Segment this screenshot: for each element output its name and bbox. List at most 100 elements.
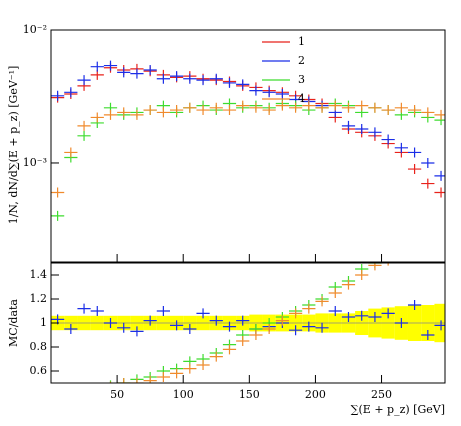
data-point (222, 105, 237, 116)
data-point (302, 303, 316, 314)
top-frame (50, 29, 446, 263)
data-point (434, 198, 447, 208)
data-point (90, 112, 104, 123)
data-point (407, 164, 422, 175)
data-point (77, 303, 91, 314)
data-point (169, 71, 184, 82)
data-point (51, 210, 65, 221)
data-point (395, 246, 408, 256)
y-tick-label: 10⁻³ (23, 156, 47, 169)
data-point (434, 320, 445, 331)
x-tick-label: 200 (305, 388, 326, 401)
data-point (143, 65, 157, 76)
data-point (183, 102, 197, 113)
data-point (341, 279, 356, 290)
data-point (209, 351, 223, 362)
data-point (222, 344, 237, 355)
data-point (302, 321, 316, 332)
data-point (130, 68, 144, 79)
data-point (434, 187, 445, 198)
data-point (262, 105, 276, 116)
data-point (64, 390, 77, 400)
data-point (328, 288, 342, 298)
data-point (394, 318, 408, 328)
data-point (222, 77, 237, 88)
y-tick-label: 0.8 (30, 340, 48, 353)
data-point (64, 396, 77, 406)
data-point (341, 312, 356, 322)
data-point (222, 321, 237, 332)
data-point (77, 130, 91, 141)
data-point (368, 127, 382, 138)
data-point (381, 134, 395, 145)
data-point (64, 324, 78, 334)
data-point (91, 388, 104, 398)
data-point (315, 102, 329, 113)
y-label: 1/N, dN/d∑(E + p_z) [GeV⁻¹] (7, 66, 20, 225)
data-point (328, 100, 342, 111)
data-point (262, 324, 276, 334)
data-point (275, 89, 289, 100)
data-point (315, 322, 329, 333)
data-point (51, 90, 65, 101)
data-point (262, 87, 276, 98)
data-point (143, 375, 157, 383)
data-point (156, 372, 170, 382)
data-point (421, 222, 434, 232)
data-point (407, 147, 422, 158)
y-label: MC/data (7, 299, 20, 347)
data-point (169, 368, 184, 379)
data-point (355, 100, 369, 111)
data-point (302, 100, 316, 111)
data-point (209, 102, 223, 113)
data-point (408, 222, 421, 232)
data-point (90, 306, 104, 316)
x-label: ∑(E + p_z) [GeV] (351, 403, 445, 416)
y-tick-label: 1 (40, 316, 47, 329)
data-point (96, 382, 98, 383)
data-point (183, 324, 197, 334)
data-point (288, 102, 303, 113)
data-point (64, 147, 78, 158)
data-point (407, 105, 422, 116)
data-point (236, 315, 250, 326)
data-point (355, 310, 369, 321)
data-point (169, 320, 184, 331)
data-point (169, 105, 184, 116)
x-tick-label: 150 (239, 388, 260, 401)
data-point (77, 120, 91, 131)
data-point (143, 105, 157, 116)
data-point (196, 308, 210, 319)
legend-label: 1 (298, 35, 305, 48)
data-point (51, 396, 64, 406)
data-point (51, 187, 65, 198)
data-point (434, 210, 447, 220)
y-tick-label: 0.6 (30, 364, 48, 377)
data-point (117, 378, 131, 383)
legend-label: 3 (298, 73, 305, 86)
data-point (275, 315, 289, 326)
data-point (196, 75, 210, 86)
data-point (77, 75, 91, 86)
data-point (408, 234, 421, 244)
data-point (103, 318, 118, 328)
data-point (434, 109, 445, 120)
data-point (421, 178, 435, 189)
data-point (117, 67, 131, 78)
data-point (434, 170, 445, 181)
data-point (236, 100, 250, 111)
data-point (395, 234, 408, 244)
data-point (315, 296, 329, 307)
data-point (143, 315, 157, 326)
data-point (156, 73, 170, 84)
data-point (288, 325, 303, 336)
data-point (407, 300, 422, 310)
x-tick-label: 50 (110, 388, 124, 401)
data-point (341, 120, 356, 131)
data-point (355, 124, 369, 135)
data-point (288, 308, 303, 319)
legend-label: 2 (298, 54, 305, 67)
y-tick-label: 10⁻² (23, 23, 47, 36)
data-point (183, 73, 197, 84)
